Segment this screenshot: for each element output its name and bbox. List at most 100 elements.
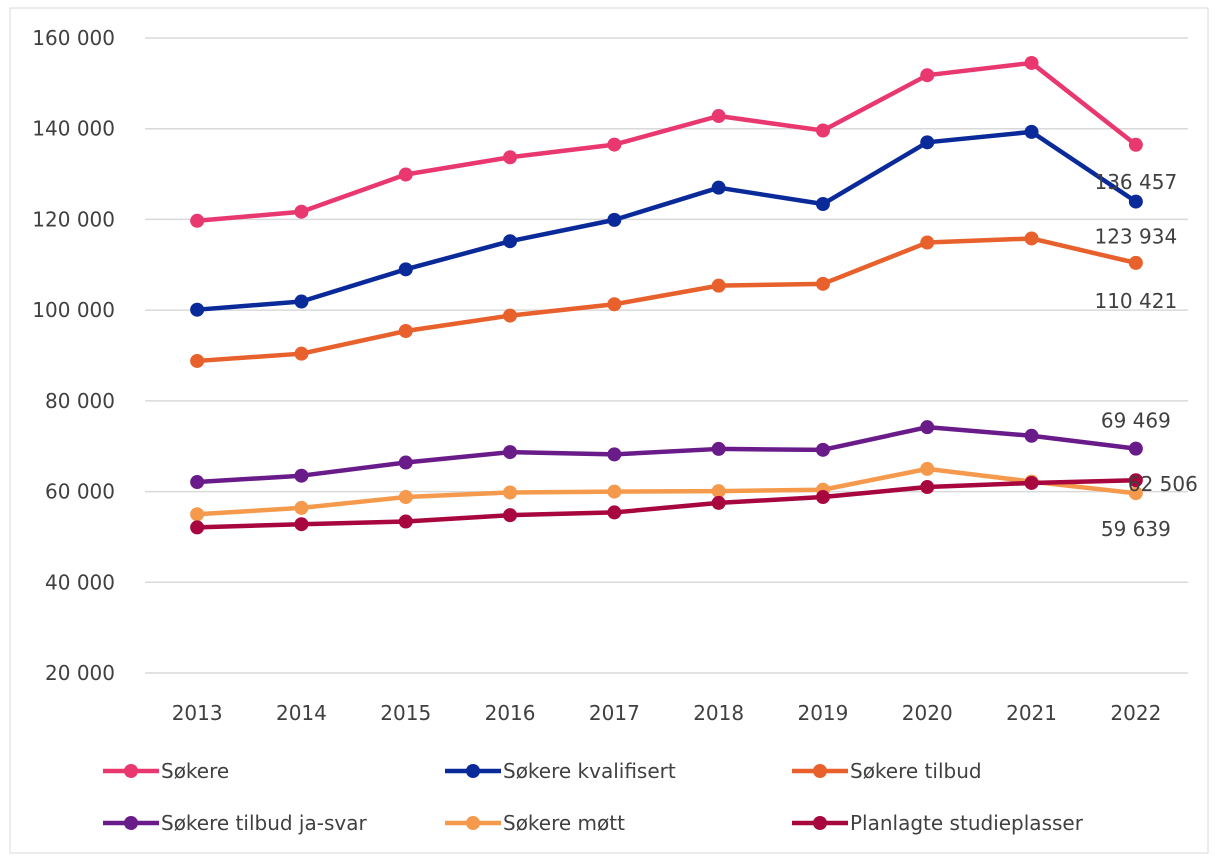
data-point [711,484,726,499]
data-point [1128,473,1143,488]
series-3 [190,420,1143,490]
data-point [398,262,413,277]
data-point [294,468,309,483]
data-point [711,495,726,510]
data-point [920,420,935,435]
data-point [920,235,935,250]
legend-swatch-marker [466,764,480,778]
data-point [1024,231,1039,246]
data-point [1024,124,1039,139]
y-tick-label: 120 000 [32,207,115,231]
data-point [815,123,830,138]
legend-label: Søkere tilbud ja-svar [161,811,367,835]
data-point [607,505,622,520]
y-tick-label: 140 000 [32,117,115,141]
legend-swatch-marker [124,816,138,830]
legend-label: Søkere [161,759,229,783]
data-point [503,234,518,249]
x-tick-label: 2015 [380,701,431,725]
y-tick-label: 100 000 [32,298,115,322]
x-tick-label: 2017 [589,701,640,725]
x-tick-label: 2018 [693,701,744,725]
y-tick-label: 40 000 [45,570,115,594]
legend-item: Planlagte studieplasser [792,811,1084,835]
data-point [815,276,830,291]
legend-label: Søkere tilbud [850,759,982,783]
data-label: 59 639 [1101,517,1171,541]
data-point [1128,486,1143,501]
x-tick-label: 2021 [1006,701,1057,725]
data-point [398,514,413,529]
data-point [920,68,935,83]
data-point [190,353,205,368]
data-point [711,180,726,195]
data-label: 110 421 [1094,289,1177,313]
data-point [294,294,309,309]
data-point [294,517,309,532]
data-labels: 136 457 123 934 110 421 69 469 59 639 62 506 [1094,170,1197,541]
data-label: 123 934 [1094,225,1177,249]
legend-item: Søkere møtt [445,811,625,835]
data-point [190,302,205,317]
x-tick-label: 2016 [485,701,536,725]
data-point [503,308,518,323]
data-point [190,213,205,228]
legend-swatch-marker [813,816,827,830]
data-point [503,445,518,460]
y-axis-tick-labels: 20 000 40 000 60 000 80 000 100 000 120 000 14… [32,26,115,685]
data-point [815,197,830,212]
series-line [194,466,1139,517]
data-point [190,475,205,490]
data-point [920,461,935,476]
data-point [1128,441,1143,456]
data-point [398,324,413,339]
legend-item: Søkere tilbud ja-svar [103,811,367,835]
gridlines [145,37,1188,674]
data-point [1024,475,1039,490]
data-point [711,109,726,124]
series-1 [190,124,1143,317]
data-point [1024,55,1039,70]
legend-label: Søkere møtt [503,811,625,835]
x-tick-label: 2020 [902,701,953,725]
series-5 [190,473,1143,535]
data-point [294,346,309,361]
legend-label: Planlagte studieplasser [850,811,1084,835]
data-point [815,490,830,505]
data-point [1128,194,1143,209]
legend-item: Søkere tilbud [792,759,982,783]
data-point [607,212,622,227]
data-point [1128,255,1143,270]
series-line [194,477,1139,530]
data-point [711,441,726,456]
data-point [607,137,622,152]
data-point [503,485,518,500]
y-tick-label: 60 000 [45,480,115,504]
data-point [920,480,935,495]
data-point [398,490,413,505]
data-point [190,507,205,522]
data-point [503,508,518,523]
data-label: 69 469 [1101,409,1171,433]
series-2 [190,231,1143,368]
x-tick-label: 2014 [276,701,327,725]
data-point [607,297,622,312]
series-lines [190,55,1143,535]
legend-item: Søkere [103,759,229,783]
series-line [194,236,1139,364]
data-point [815,442,830,457]
data-point [711,278,726,293]
series-line [194,129,1139,312]
legend-swatch-marker [466,816,480,830]
legend-swatch-marker [124,764,138,778]
y-tick-label: 20 000 [45,661,115,685]
x-tick-label: 2019 [797,701,848,725]
x-axis-tick-labels: 2013 2014 2015 2016 2017 2018 2019 2020 2021 2022 [172,701,1162,725]
x-tick-label: 2022 [1110,701,1161,725]
data-point [398,455,413,470]
data-label: 136 457 [1094,170,1177,194]
data-point [607,447,622,462]
data-point [503,150,518,165]
data-point [920,135,935,150]
